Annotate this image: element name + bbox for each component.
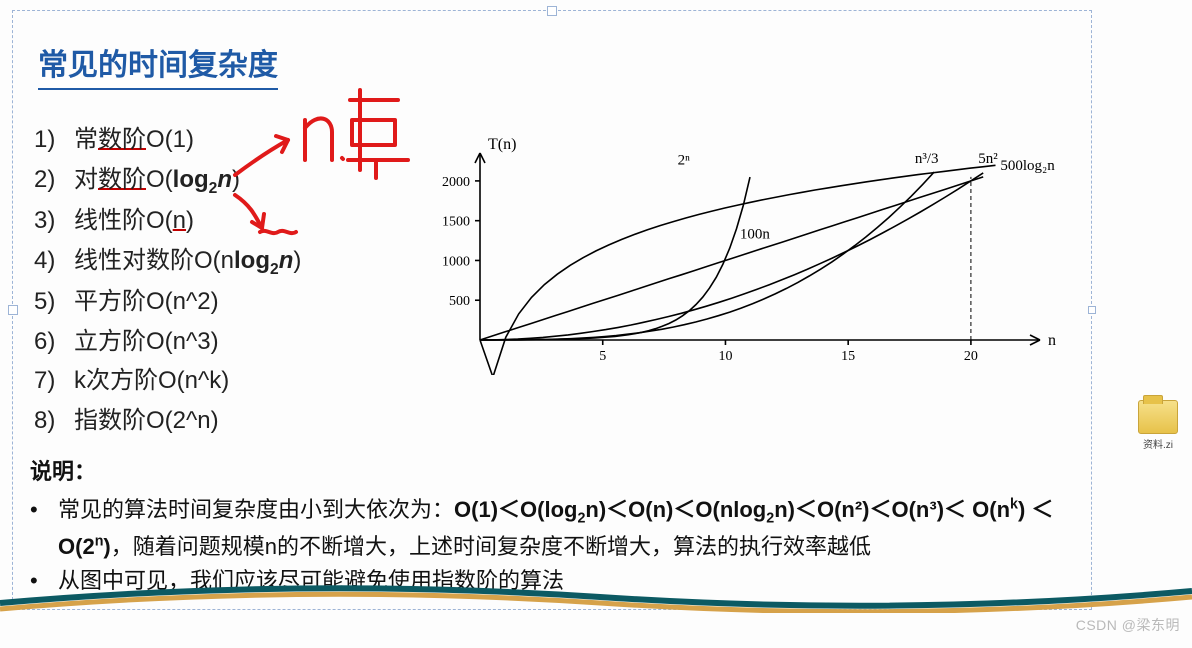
svg-text:20: 20 (964, 349, 978, 364)
explanation-item: •从图中可见，我们应该尽可能避免使用指数阶的算法 (30, 564, 1060, 598)
svg-text:500log₂n: 500log₂n (1000, 158, 1055, 174)
svg-text:5n²: 5n² (978, 151, 998, 167)
explanation-block: 说明： •常见的算法时间复杂度由小到大依次为：O(1)＜O(log2n)＜O(n… (30, 455, 1060, 598)
list-item: 4)线性对数阶O(nlog2n) (34, 241, 301, 283)
svg-text:2ⁿ: 2ⁿ (678, 153, 691, 169)
explanation-item: •常见的算法时间复杂度由小到大依次为：O(1)＜O(log2n)＜O(n)＜O(… (30, 493, 1060, 564)
list-item: 7)k次方阶O(n^k) (34, 361, 301, 401)
svg-text:100n: 100n (740, 227, 771, 243)
svg-text:n³/3: n³/3 (915, 151, 939, 167)
svg-text:500: 500 (449, 294, 470, 309)
list-item: 1)常数阶O(1) (34, 120, 301, 160)
section-title: 常见的时间复杂度 (38, 40, 278, 90)
complexity-list: 1)常数阶O(1)2)对数阶O(log2n)3)线性阶O(n)4)线性对数阶O(… (34, 120, 301, 441)
list-item: 3)线性阶O(n) (34, 201, 301, 241)
list-item: 2)对数阶O(log2n) (34, 160, 301, 202)
folder-icon (1138, 400, 1178, 434)
explanation-heading: 说明： (30, 455, 1060, 489)
watermark: CSDN @梁东明 (1076, 615, 1180, 635)
complexity-chart: 5 10 15 20 500 1000 1500 2000 T(n) n 2ⁿ 100n n³/3 5n²… (430, 135, 1070, 375)
desktop-icon-label: 资料.zi (1134, 436, 1182, 451)
svg-text:n: n (1048, 332, 1056, 349)
svg-text:1000: 1000 (442, 254, 470, 269)
page-title-partial: 算法的时间复杂度 (50, 0, 290, 4)
svg-text:5: 5 (599, 349, 606, 364)
list-item: 6)立方阶O(n^3) (34, 322, 301, 362)
svg-text:15: 15 (841, 349, 855, 364)
list-item: 8)指数阶O(2^n) (34, 401, 301, 441)
svg-text:1500: 1500 (442, 215, 470, 230)
svg-text:T(n): T(n) (488, 136, 516, 153)
svg-text:2000: 2000 (442, 175, 470, 190)
svg-text:10: 10 (718, 349, 732, 364)
selection-handle[interactable] (1088, 306, 1096, 314)
desktop-folder-icon[interactable]: 资料.zi (1134, 400, 1182, 451)
list-item: 5)平方阶O(n^2) (34, 282, 301, 322)
